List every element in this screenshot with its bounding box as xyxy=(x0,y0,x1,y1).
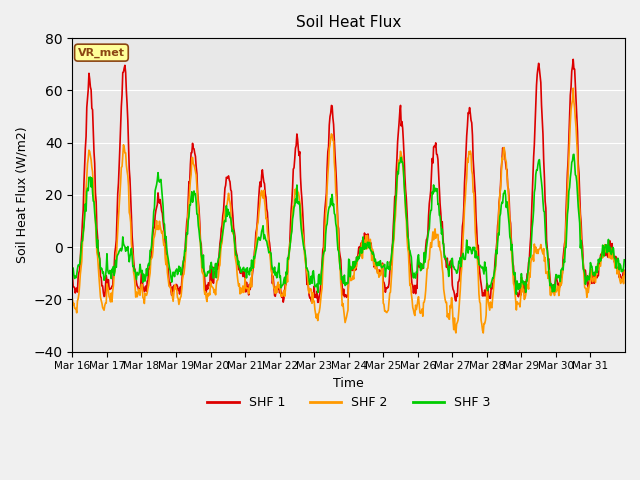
SHF 1 xyxy=(262,194,270,200)
SHF 1 xyxy=(133,283,141,288)
SHF 2 xyxy=(436,247,444,252)
SHF 2 xyxy=(570,85,577,91)
SHF 1 xyxy=(235,267,243,273)
SHF 2 xyxy=(262,216,270,222)
SHF 2 xyxy=(479,330,487,336)
SHF 2 xyxy=(620,268,628,274)
SHF 2 xyxy=(283,271,291,277)
SHF 3 xyxy=(436,213,444,219)
SHF 1 xyxy=(570,57,577,62)
SHF 2 xyxy=(235,283,243,289)
SHF 1 xyxy=(68,272,76,277)
SHF 3 xyxy=(570,151,578,157)
SHF 1 xyxy=(308,300,316,305)
Line: SHF 1: SHF 1 xyxy=(72,60,624,302)
SHF 1 xyxy=(283,269,291,275)
Line: SHF 2: SHF 2 xyxy=(72,88,624,333)
SHF 1 xyxy=(620,271,628,277)
SHF 2 xyxy=(133,294,141,300)
SHF 3 xyxy=(513,291,520,297)
SHF 1 xyxy=(406,260,413,266)
SHF 3 xyxy=(68,267,76,273)
Title: Soil Heat Flux: Soil Heat Flux xyxy=(296,15,401,30)
SHF 3 xyxy=(235,258,243,264)
SHF 2 xyxy=(68,296,76,302)
Y-axis label: Soil Heat Flux (W/m2): Soil Heat Flux (W/m2) xyxy=(15,127,28,263)
SHF 3 xyxy=(405,247,413,252)
X-axis label: Time: Time xyxy=(333,377,364,390)
SHF 3 xyxy=(620,257,628,263)
Text: VR_met: VR_met xyxy=(78,48,125,58)
SHF 2 xyxy=(405,267,413,273)
SHF 3 xyxy=(262,238,270,243)
Line: SHF 3: SHF 3 xyxy=(72,154,624,294)
SHF 3 xyxy=(133,269,141,275)
SHF 1 xyxy=(437,210,445,216)
Legend: SHF 1, SHF 2, SHF 3: SHF 1, SHF 2, SHF 3 xyxy=(202,391,495,414)
SHF 3 xyxy=(283,272,291,277)
